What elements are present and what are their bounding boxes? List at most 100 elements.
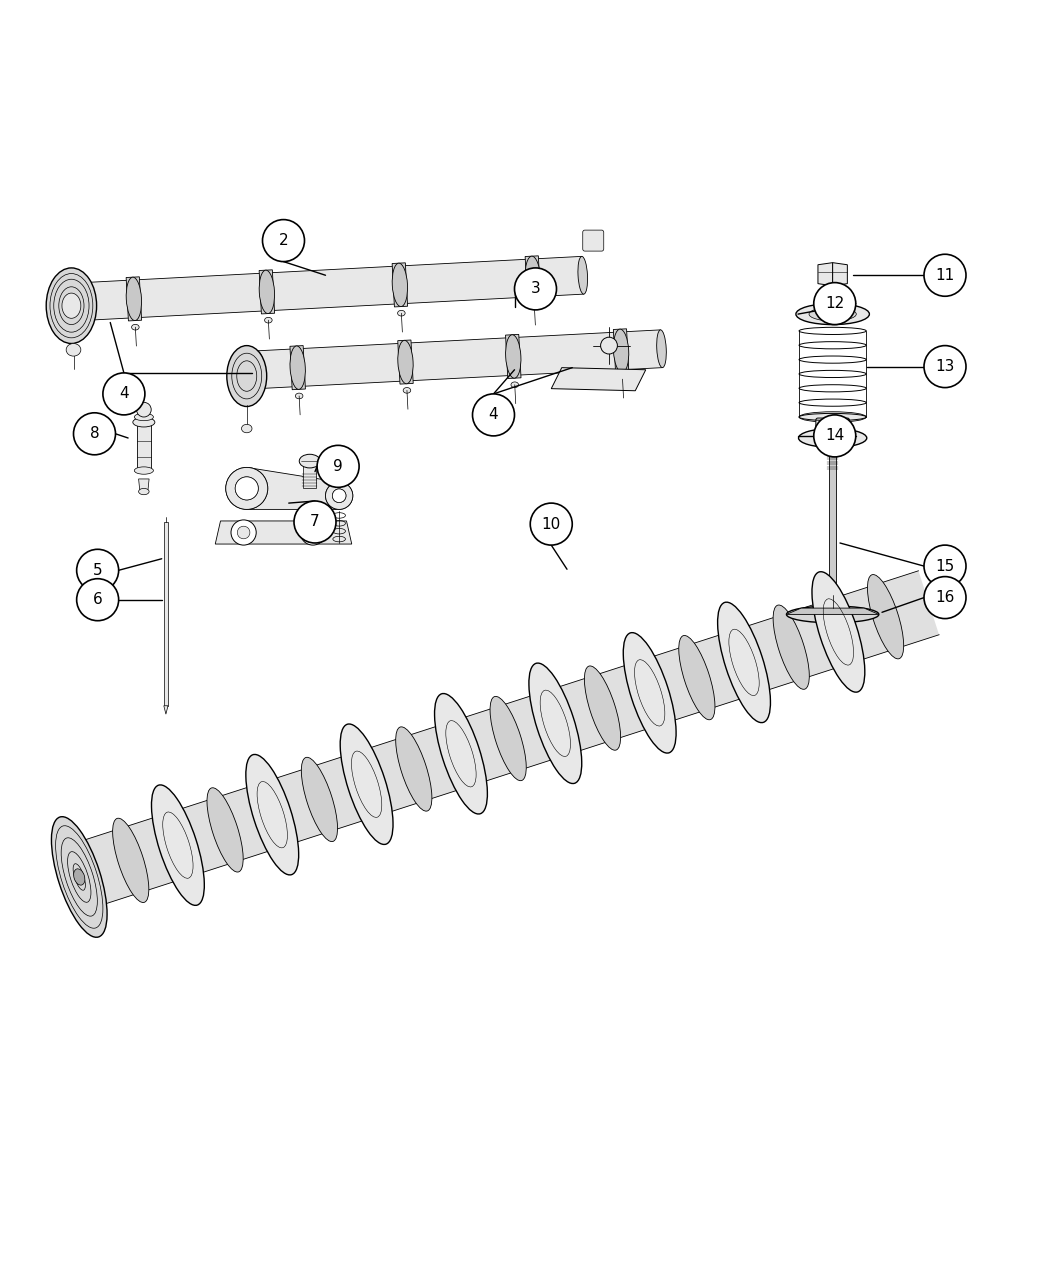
Polygon shape [551, 367, 646, 390]
Ellipse shape [295, 393, 303, 399]
Ellipse shape [259, 270, 274, 314]
Polygon shape [290, 346, 306, 390]
Ellipse shape [529, 663, 582, 784]
Polygon shape [215, 521, 352, 544]
Circle shape [814, 283, 856, 325]
Circle shape [317, 445, 359, 487]
Ellipse shape [678, 635, 715, 720]
Polygon shape [247, 468, 339, 510]
Polygon shape [786, 608, 879, 615]
Ellipse shape [525, 256, 541, 300]
Ellipse shape [251, 351, 264, 389]
Polygon shape [139, 479, 149, 490]
Ellipse shape [585, 666, 621, 750]
Ellipse shape [207, 788, 244, 872]
Polygon shape [833, 263, 847, 286]
Text: 3: 3 [530, 282, 541, 296]
Polygon shape [392, 263, 407, 307]
Circle shape [472, 394, 514, 436]
Text: 4: 4 [119, 386, 129, 402]
Circle shape [300, 520, 326, 546]
Ellipse shape [601, 337, 617, 354]
Ellipse shape [823, 310, 842, 319]
Polygon shape [818, 263, 833, 286]
Ellipse shape [818, 421, 847, 440]
Ellipse shape [799, 412, 866, 422]
Ellipse shape [511, 382, 519, 388]
Ellipse shape [134, 467, 153, 474]
Circle shape [326, 482, 353, 510]
Polygon shape [505, 334, 521, 379]
Text: 9: 9 [333, 459, 343, 474]
Ellipse shape [112, 819, 149, 903]
Polygon shape [398, 340, 414, 384]
Circle shape [74, 413, 116, 455]
Ellipse shape [826, 426, 839, 436]
Text: 7: 7 [310, 515, 320, 529]
Circle shape [924, 546, 966, 587]
Circle shape [226, 468, 268, 510]
Text: 15: 15 [936, 558, 954, 574]
Ellipse shape [435, 694, 487, 813]
Ellipse shape [51, 817, 107, 937]
Polygon shape [136, 422, 151, 470]
Ellipse shape [786, 606, 879, 622]
Ellipse shape [799, 428, 867, 448]
Text: 12: 12 [825, 296, 844, 311]
Text: 11: 11 [936, 268, 954, 283]
Ellipse shape [66, 343, 81, 356]
Ellipse shape [403, 388, 411, 393]
Ellipse shape [139, 488, 149, 495]
Ellipse shape [62, 293, 81, 319]
Text: 6: 6 [92, 592, 103, 607]
Polygon shape [613, 329, 629, 372]
Ellipse shape [867, 575, 904, 659]
Ellipse shape [340, 724, 393, 844]
Ellipse shape [624, 632, 676, 754]
Ellipse shape [812, 571, 865, 692]
Circle shape [262, 219, 304, 261]
Circle shape [332, 488, 345, 502]
Circle shape [103, 372, 145, 414]
Circle shape [514, 268, 556, 310]
Polygon shape [303, 462, 316, 488]
Polygon shape [69, 571, 939, 909]
Ellipse shape [618, 376, 627, 382]
Ellipse shape [290, 346, 306, 389]
Circle shape [924, 576, 966, 618]
Ellipse shape [506, 335, 521, 379]
Text: 5: 5 [92, 562, 103, 578]
Circle shape [924, 254, 966, 296]
Text: 10: 10 [542, 516, 561, 532]
Ellipse shape [530, 303, 539, 309]
Ellipse shape [134, 413, 153, 421]
Ellipse shape [151, 785, 205, 905]
Ellipse shape [393, 263, 407, 306]
Ellipse shape [242, 425, 252, 432]
FancyBboxPatch shape [816, 418, 849, 439]
Circle shape [226, 468, 268, 510]
FancyBboxPatch shape [583, 230, 604, 251]
Polygon shape [256, 330, 663, 389]
Circle shape [235, 477, 258, 500]
Polygon shape [126, 277, 142, 321]
Ellipse shape [810, 307, 857, 321]
Circle shape [77, 579, 119, 621]
Circle shape [530, 504, 572, 546]
Polygon shape [83, 256, 584, 320]
Ellipse shape [717, 602, 771, 723]
Ellipse shape [299, 454, 320, 468]
Text: 8: 8 [89, 426, 100, 441]
Ellipse shape [656, 330, 667, 367]
Ellipse shape [578, 256, 588, 295]
Ellipse shape [126, 277, 142, 320]
Circle shape [924, 346, 966, 388]
Ellipse shape [398, 340, 413, 384]
Circle shape [332, 488, 345, 502]
Text: 13: 13 [936, 360, 954, 374]
Text: 14: 14 [825, 428, 844, 444]
Ellipse shape [490, 696, 526, 780]
Ellipse shape [78, 283, 90, 320]
Polygon shape [259, 270, 275, 314]
Polygon shape [830, 454, 836, 595]
